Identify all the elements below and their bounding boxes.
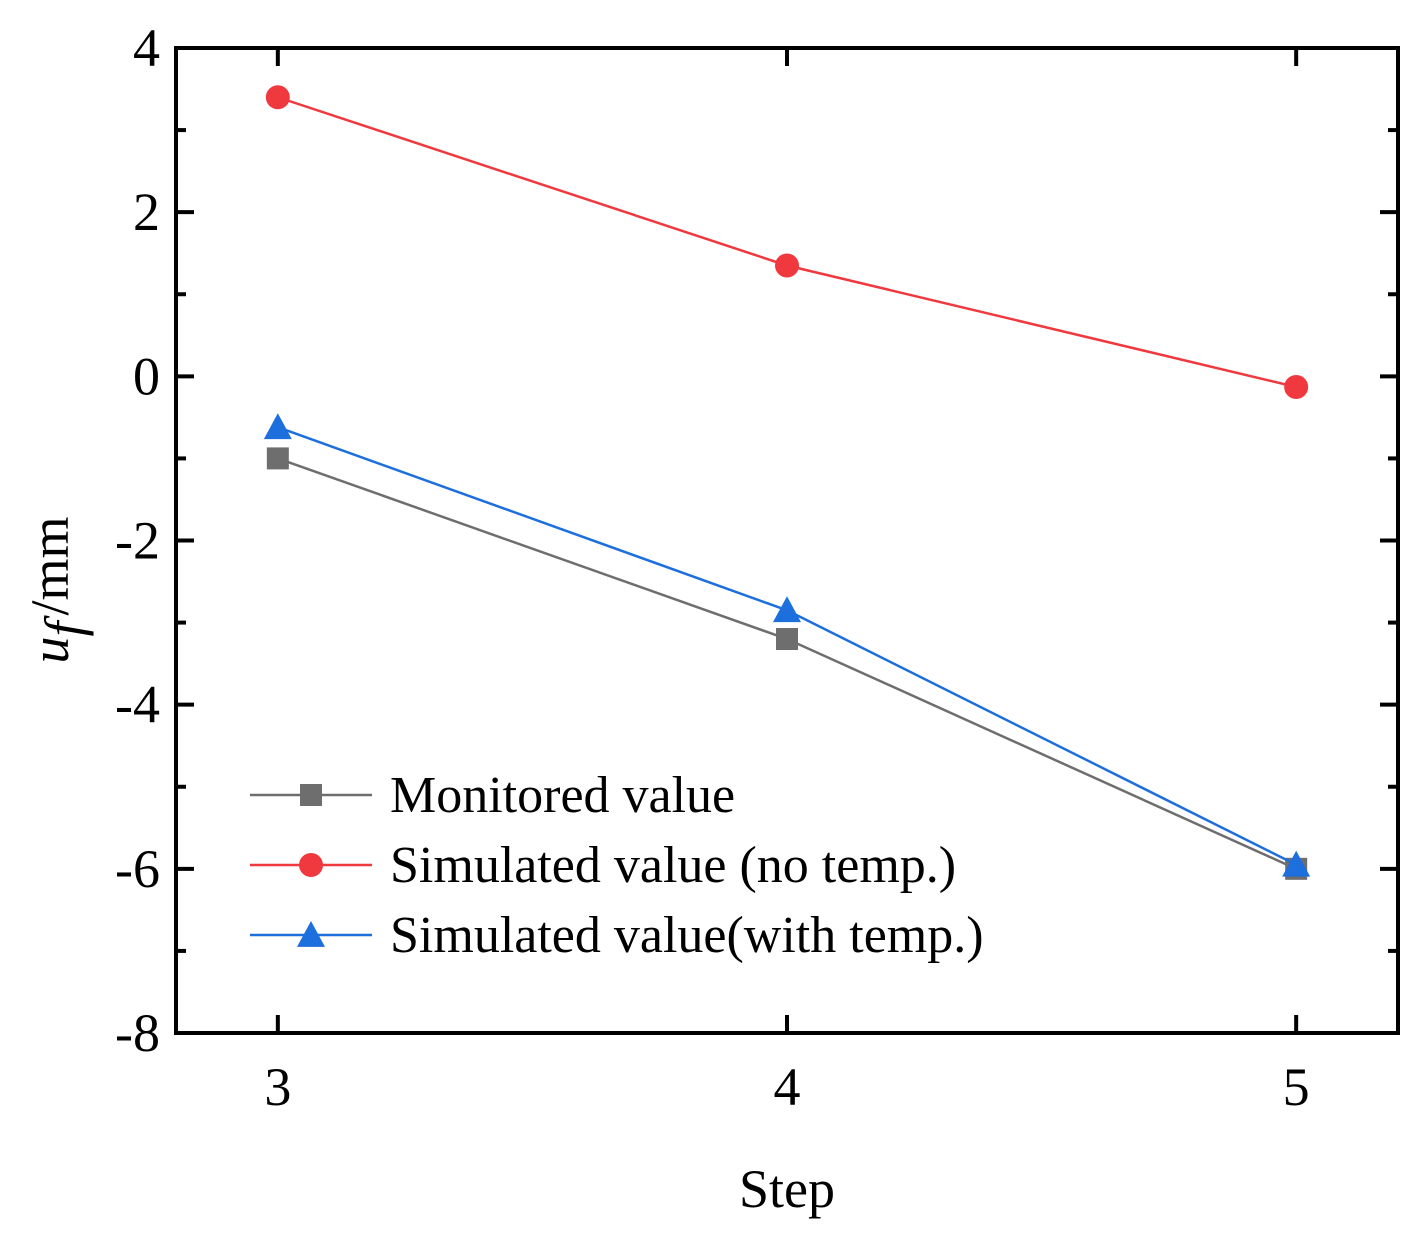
data-point — [776, 628, 798, 650]
legend-marker — [297, 921, 325, 947]
series-3 — [263, 413, 1311, 877]
y-axis-label-unit: /mm — [20, 516, 80, 615]
y-tick-label: -8 — [115, 1003, 160, 1063]
y-tick-label: -6 — [115, 839, 160, 899]
data-point — [265, 85, 290, 110]
legend-item: Simulated value (no temp.) — [250, 837, 956, 894]
y-axis-label: uf/mm — [20, 516, 94, 663]
legend-marker — [299, 853, 323, 877]
x-axis-label: Step — [739, 1159, 835, 1219]
x-tick-label: 3 — [264, 1057, 291, 1117]
legend-label: Simulated value(with temp.) — [390, 907, 984, 964]
y-tick-label: -4 — [115, 675, 160, 735]
data-point — [263, 413, 292, 440]
legend-item: Monitored value — [250, 767, 735, 824]
plot-frame — [174, 46, 1400, 1035]
legend-marker — [300, 784, 322, 806]
legend: Monitored value Simulated value (no temp.… — [250, 767, 984, 964]
legend-label: Monitored value — [390, 767, 735, 824]
y-tick-label: 2 — [133, 182, 160, 242]
data-point — [266, 447, 289, 470]
y-tick-label: -2 — [115, 511, 160, 571]
legend-label: Simulated value (no temp.) — [390, 837, 956, 894]
y-axis-label-var: u — [20, 637, 80, 664]
series-line — [277, 96, 1297, 389]
data-point — [773, 596, 801, 623]
y-tick-label: 0 — [133, 346, 160, 406]
tick-labels: -8 -6 -4 -2 0 2 4 3 4 5 — [115, 18, 1310, 1117]
x-tick-label: 5 — [1283, 1057, 1310, 1117]
data-point — [775, 253, 799, 278]
data-point — [1282, 850, 1311, 877]
legend-item: Simulated value(with temp.) — [250, 907, 984, 964]
series-1 — [266, 447, 1308, 880]
series-2 — [265, 85, 1309, 400]
y-axis-label-sub: f — [34, 615, 94, 637]
y-tick-label: 4 — [133, 18, 160, 78]
x-tick-label: 4 — [774, 1057, 801, 1117]
data-point — [1284, 375, 1309, 400]
series-layer — [263, 85, 1311, 880]
